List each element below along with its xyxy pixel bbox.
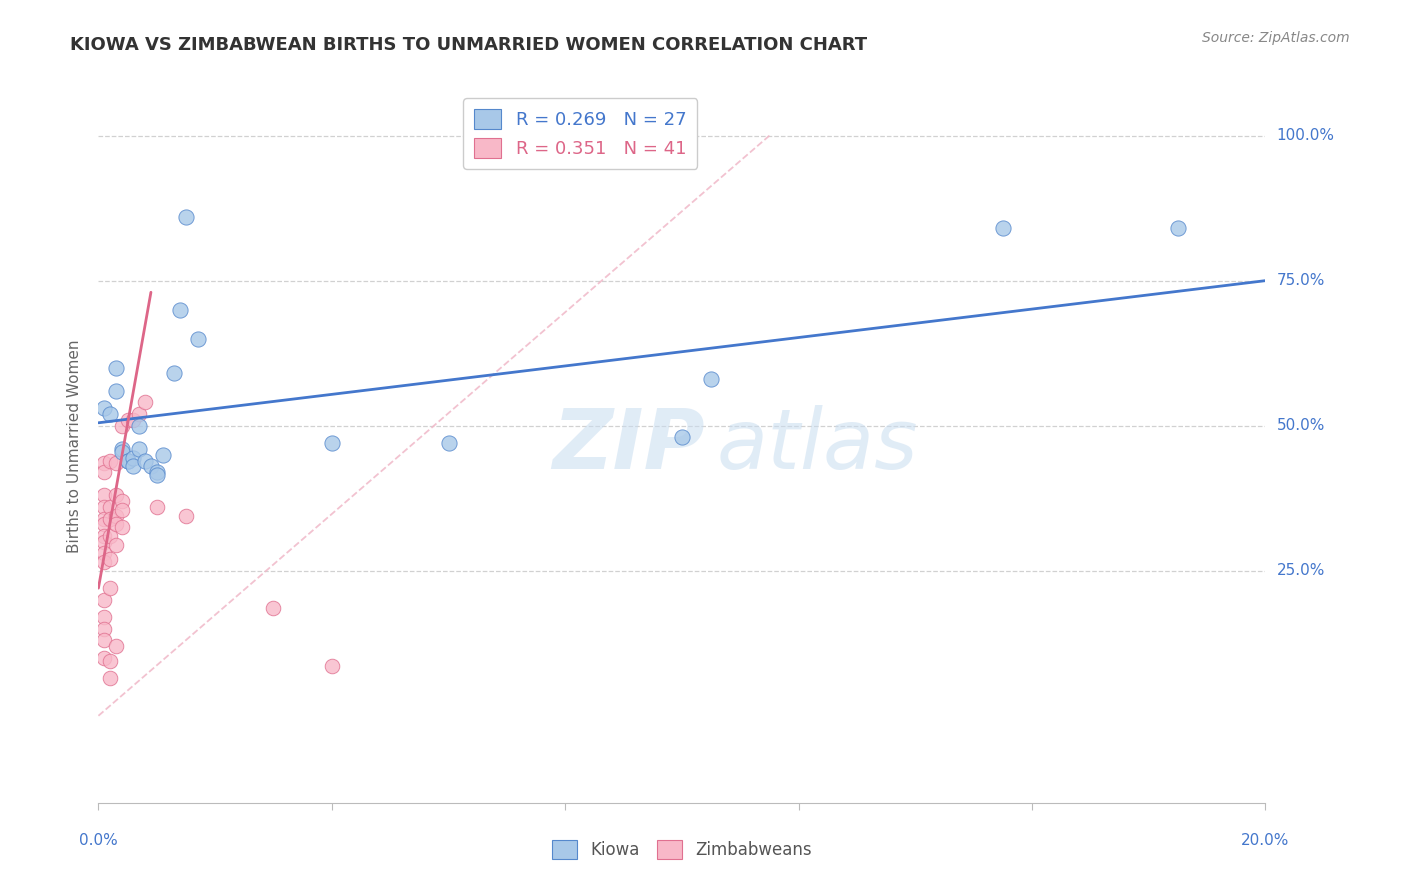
- Point: [146, 468, 169, 483]
- Point: [98, 671, 121, 685]
- Point: [93, 488, 115, 502]
- Point: [93, 517, 115, 532]
- Point: [174, 508, 197, 523]
- Point: [111, 494, 134, 508]
- Point: [187, 332, 209, 346]
- Point: [117, 453, 139, 467]
- Text: atlas: atlas: [717, 406, 918, 486]
- Point: [152, 448, 174, 462]
- Point: [111, 503, 134, 517]
- Point: [146, 500, 169, 514]
- Point: [671, 430, 693, 444]
- Point: [93, 633, 115, 648]
- Point: [104, 517, 127, 532]
- Point: [98, 552, 121, 566]
- Text: KIOWA VS ZIMBABWEAN BIRTHS TO UNMARRIED WOMEN CORRELATION CHART: KIOWA VS ZIMBABWEAN BIRTHS TO UNMARRIED …: [70, 36, 868, 54]
- Point: [111, 442, 134, 456]
- Point: [111, 418, 134, 433]
- Point: [104, 384, 127, 398]
- Point: [122, 450, 145, 465]
- Point: [700, 372, 723, 386]
- Point: [98, 453, 121, 467]
- Point: [93, 457, 115, 471]
- Point: [128, 418, 150, 433]
- Text: 20.0%: 20.0%: [1241, 833, 1289, 848]
- Y-axis label: Births to Unmarried Women: Births to Unmarried Women: [67, 339, 83, 553]
- Point: [128, 407, 150, 421]
- Point: [104, 488, 127, 502]
- Point: [169, 302, 191, 317]
- Point: [111, 445, 134, 459]
- Point: [98, 500, 121, 514]
- Point: [98, 529, 121, 543]
- Point: [104, 508, 127, 523]
- Point: [93, 500, 115, 514]
- Point: [122, 459, 145, 474]
- Point: [104, 360, 127, 375]
- Point: [139, 459, 162, 474]
- Point: [163, 367, 186, 381]
- Point: [146, 465, 169, 479]
- Point: [437, 436, 460, 450]
- Point: [262, 601, 284, 615]
- Point: [117, 453, 139, 467]
- Point: [93, 546, 115, 560]
- Point: [93, 401, 115, 416]
- Text: 25.0%: 25.0%: [1277, 563, 1324, 578]
- Point: [104, 538, 127, 552]
- Point: [117, 413, 139, 427]
- Text: 50.0%: 50.0%: [1277, 418, 1324, 434]
- Point: [111, 520, 134, 534]
- Point: [98, 511, 121, 525]
- Text: 100.0%: 100.0%: [1277, 128, 1334, 143]
- Point: [122, 413, 145, 427]
- Point: [93, 610, 115, 624]
- Point: [93, 622, 115, 636]
- Point: [174, 210, 197, 224]
- Point: [321, 659, 343, 673]
- Point: [128, 442, 150, 456]
- Point: [93, 534, 115, 549]
- Point: [104, 639, 127, 653]
- Point: [93, 465, 115, 479]
- Point: [134, 395, 156, 409]
- Point: [98, 407, 121, 421]
- Point: [98, 654, 121, 668]
- Point: [98, 581, 121, 595]
- Text: Source: ZipAtlas.com: Source: ZipAtlas.com: [1202, 31, 1350, 45]
- Point: [134, 453, 156, 467]
- Point: [1167, 221, 1189, 235]
- Point: [104, 457, 127, 471]
- Point: [991, 221, 1014, 235]
- Text: 0.0%: 0.0%: [79, 833, 118, 848]
- Point: [93, 511, 115, 525]
- Point: [93, 650, 115, 665]
- Text: 75.0%: 75.0%: [1277, 273, 1324, 288]
- Legend: Kiowa, Zimbabweans: Kiowa, Zimbabweans: [546, 834, 818, 866]
- Point: [93, 555, 115, 569]
- Point: [93, 592, 115, 607]
- Point: [93, 529, 115, 543]
- Text: ZIP: ZIP: [553, 406, 706, 486]
- Point: [321, 436, 343, 450]
